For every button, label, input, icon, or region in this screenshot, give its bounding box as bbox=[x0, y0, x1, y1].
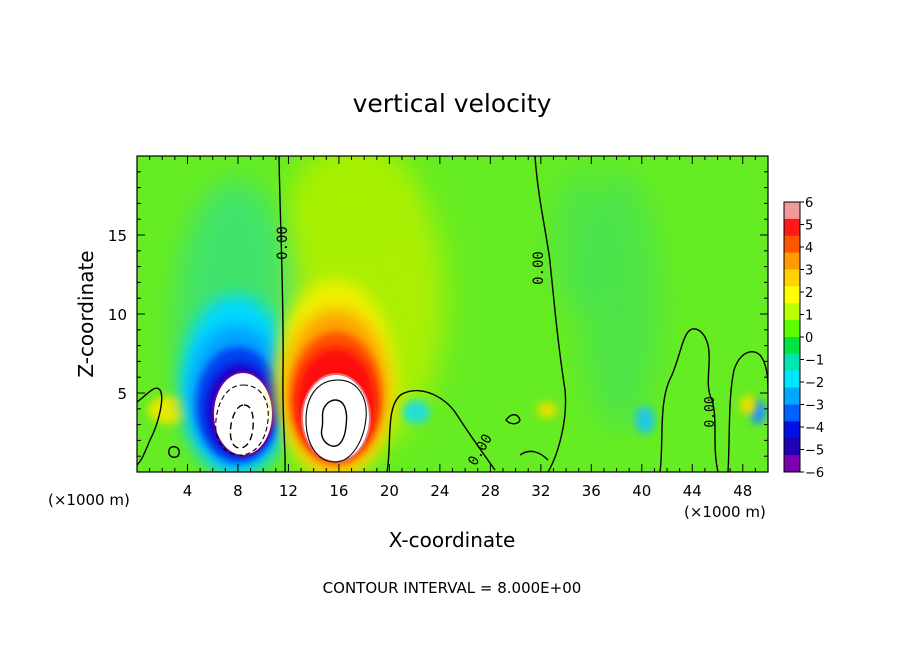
zero-contour-right-1 bbox=[659, 328, 719, 472]
colorbar-swatch bbox=[784, 370, 800, 389]
downdraft-contour-outer bbox=[215, 384, 269, 456]
contour-label-2: 0.00 bbox=[531, 251, 547, 285]
zero-contour-left bbox=[278, 156, 286, 472]
x-tick-label: 24 bbox=[430, 482, 449, 500]
colorbar: 6 5 4 3 2 1 0 −1 −2 −3 −4 −5 −6 bbox=[783, 196, 824, 481]
x-tick-label: 20 bbox=[380, 482, 399, 500]
x-axis-ticks: 4 8 12 16 20 24 28 32 36 40 44 48 bbox=[149, 156, 756, 500]
x-tick-label: 48 bbox=[733, 482, 752, 500]
colorbar-label: 4 bbox=[805, 241, 813, 256]
colorbar-swatch bbox=[784, 286, 800, 304]
colorbar-swatch bbox=[784, 252, 800, 270]
field-upper-warm bbox=[290, 156, 410, 255]
updraft-contour-outer bbox=[305, 379, 367, 463]
y-tick-label: 5 bbox=[117, 385, 127, 403]
downdraft-contour-inner bbox=[229, 404, 254, 449]
zero-contour-right-4 bbox=[519, 450, 549, 461]
colorbar-swatch bbox=[784, 455, 800, 473]
colorbar-swatch bbox=[784, 387, 800, 405]
colorbar-swatch bbox=[784, 202, 800, 220]
y-tick-label: 15 bbox=[108, 227, 127, 245]
colorbar-label: −2 bbox=[805, 376, 824, 391]
zero-contour-left-edge bbox=[137, 387, 163, 466]
colorbar-label: 0 bbox=[805, 331, 813, 346]
velocity-field: 0.00 0.00 0.00 0.00 bbox=[137, 156, 768, 472]
colorbar-label: 1 bbox=[805, 309, 813, 324]
x-tick-label: 12 bbox=[279, 482, 298, 500]
colorbar-swatch bbox=[784, 353, 800, 372]
zero-contour-right-2 bbox=[727, 351, 768, 472]
colorbar-label: 6 bbox=[805, 196, 813, 211]
zero-contour-blob bbox=[386, 389, 496, 472]
downdraft-core bbox=[181, 295, 291, 472]
colorbar-label: 5 bbox=[805, 219, 813, 234]
colorbar-swatch bbox=[784, 337, 800, 355]
field-cyan-patch-1 bbox=[402, 400, 430, 424]
colorbar-label: −6 bbox=[805, 466, 824, 481]
x-axis-unit-left: (×1000 m) bbox=[48, 491, 130, 509]
updraft-white bbox=[303, 375, 369, 461]
contour-label-4: 0.00 bbox=[703, 396, 718, 427]
x-tick-label: 44 bbox=[683, 482, 702, 500]
field-yellow-patch-2 bbox=[537, 402, 557, 418]
x-axis-label: X-coordinate bbox=[389, 528, 516, 552]
colorbar-swatch bbox=[784, 320, 800, 338]
field-cyan-patch-2 bbox=[635, 406, 655, 434]
downdraft-white bbox=[214, 373, 272, 455]
colorbar-swatch bbox=[784, 421, 800, 439]
x-axis-unit-right: (×1000 m) bbox=[684, 503, 766, 521]
colorbar-label: 3 bbox=[805, 264, 813, 279]
contour-interval-note: CONTOUR INTERVAL = 8.000E+00 bbox=[323, 579, 582, 597]
zero-contour-mid bbox=[534, 156, 567, 472]
colorbar-swatch bbox=[784, 438, 800, 456]
colorbar-label: −5 bbox=[805, 444, 824, 459]
zero-contour-right-3 bbox=[505, 414, 521, 425]
updraft-contour-inner bbox=[320, 399, 348, 447]
x-tick-label: 4 bbox=[183, 482, 193, 500]
colorbar-swatch bbox=[784, 404, 800, 422]
y-axis-ticks: 5 10 15 bbox=[108, 171, 768, 457]
colorbar-swatch bbox=[784, 218, 800, 237]
y-tick-label: 10 bbox=[108, 306, 127, 324]
colorbar-label: 2 bbox=[805, 286, 813, 301]
contour-label-1: 0.00 bbox=[275, 226, 291, 260]
x-tick-label: 40 bbox=[632, 482, 651, 500]
x-tick-label: 28 bbox=[481, 482, 500, 500]
x-tick-label: 8 bbox=[233, 482, 243, 500]
x-tick-label: 32 bbox=[531, 482, 550, 500]
field-yellow-patch-3 bbox=[740, 395, 756, 415]
colorbar-label: −4 bbox=[805, 421, 824, 436]
y-axis-label: Z-coordinate bbox=[74, 250, 98, 377]
x-tick-label: 36 bbox=[582, 482, 601, 500]
zero-contour-spot bbox=[168, 446, 180, 458]
x-tick-label: 16 bbox=[329, 482, 348, 500]
contour-lines bbox=[137, 156, 768, 472]
field-cool-right2 bbox=[550, 170, 610, 310]
colorbar-swatch bbox=[784, 269, 800, 287]
colorbar-swatch bbox=[784, 235, 800, 254]
chart-title: vertical velocity bbox=[353, 89, 552, 118]
colorbar-label: −1 bbox=[805, 354, 824, 369]
colorbar-label: −3 bbox=[805, 399, 824, 414]
colorbar-swatch bbox=[784, 303, 800, 321]
